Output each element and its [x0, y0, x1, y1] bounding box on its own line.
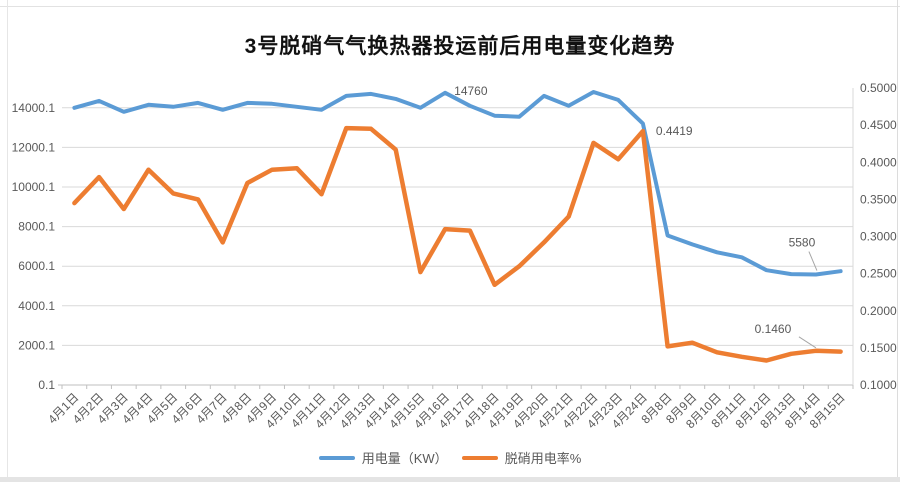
y-axis-right-tick-label: 0.1500 [860, 341, 897, 355]
data-label: 0.1460 [755, 322, 792, 336]
y-axis-left-tick-label: 12000.1 [12, 140, 56, 154]
frame-bottom-edge [0, 477, 900, 482]
y-axis-right-tick-label: 0.4000 [860, 155, 897, 169]
y-axis-right-tick-label: 0.1000 [860, 378, 897, 392]
annotation-leader-line [808, 251, 818, 271]
y-axis-right-tick-label: 0.5000 [860, 81, 897, 95]
y-axis-left-tick-label: 6000.1 [18, 259, 55, 273]
annotation-leader-line [798, 336, 817, 349]
frame-top-edge [0, 6, 900, 7]
y-axis-right-tick-label: 0.4500 [860, 118, 897, 132]
denitration-rate-line [72, 125, 843, 363]
legend-label-power-consumption: 用电量（KW） [361, 451, 448, 466]
data-label: 0.4419 [656, 124, 693, 138]
frame-left-edge [7, 0, 8, 482]
y-axis-right-tick-label: 0.3000 [860, 230, 897, 244]
y-axis-left-tick-label: 8000.1 [18, 220, 55, 234]
denitration-rate-line-swatch [461, 455, 498, 460]
legend-item-power-consumption: 用电量（KW） [318, 448, 448, 467]
data-label: 14760 [454, 84, 488, 98]
power-consumption-line [72, 90, 843, 277]
y-axis-left-tick-label: 4000.1 [18, 299, 55, 313]
data-label: 5580 [789, 236, 816, 250]
y-axis-left-tick-label: 14000.1 [12, 101, 56, 115]
y-axis-right-tick-label: 0.2500 [860, 267, 897, 281]
power-consumption-line-swatch [318, 455, 355, 460]
chart-title: 3号脱硝气气换热器投运前后用电量变化趋势 [244, 35, 676, 58]
frame-right-edge [897, 0, 898, 482]
y-axis-left-tick-label: 0.1 [38, 378, 55, 392]
legend-label-denitration-rate: 脱硝用电率% [504, 451, 582, 466]
y-axis-right-tick-label: 0.2000 [860, 304, 897, 318]
y-axis-left-tick-label: 2000.1 [18, 338, 55, 352]
legend-item-denitration-rate: 脱硝用电率% [461, 448, 582, 467]
y-axis-left-tick-label: 10000.1 [12, 180, 56, 194]
y-axis-right-tick-label: 0.3500 [860, 192, 897, 206]
chart-legend: 用电量（KW） 脱硝用电率% [0, 448, 900, 467]
